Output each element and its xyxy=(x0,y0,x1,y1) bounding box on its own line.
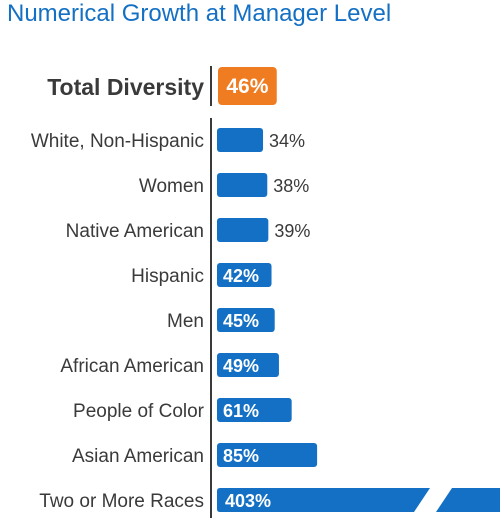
bar xyxy=(217,488,430,512)
bar-continuation xyxy=(436,488,500,512)
category-label: People of Color xyxy=(73,401,205,422)
category-label: Two or More Races xyxy=(39,491,204,512)
total-diversity-label: Total Diversity xyxy=(47,74,204,100)
value-label: 85% xyxy=(223,446,259,466)
bar xyxy=(217,353,279,377)
value-label: 34% xyxy=(269,131,305,151)
chart-title: Numerical Growth at Manager Level xyxy=(7,0,391,27)
total-diversity-bar xyxy=(218,67,277,105)
bar xyxy=(217,263,272,287)
category-label: Native American xyxy=(66,221,204,242)
category-label: Asian American xyxy=(72,446,204,467)
category-label: African American xyxy=(60,356,204,377)
bar xyxy=(217,308,275,332)
value-label: 45% xyxy=(223,311,259,331)
category-label: Men xyxy=(167,311,204,332)
total-diversity-value: 46% xyxy=(226,75,268,98)
value-label: 403% xyxy=(225,491,271,511)
category-label: Women xyxy=(139,176,204,197)
bar xyxy=(217,173,268,197)
bar xyxy=(217,443,318,467)
value-label: 61% xyxy=(223,401,259,421)
bar xyxy=(217,128,264,152)
category-label: White, Non-Hispanic xyxy=(31,131,204,152)
value-label: 49% xyxy=(223,356,259,376)
category-label: Hispanic xyxy=(131,266,204,287)
bar xyxy=(217,398,292,422)
value-label: 39% xyxy=(274,221,310,241)
value-label: 42% xyxy=(223,266,259,286)
bar xyxy=(217,218,269,242)
value-label: 38% xyxy=(273,176,309,196)
